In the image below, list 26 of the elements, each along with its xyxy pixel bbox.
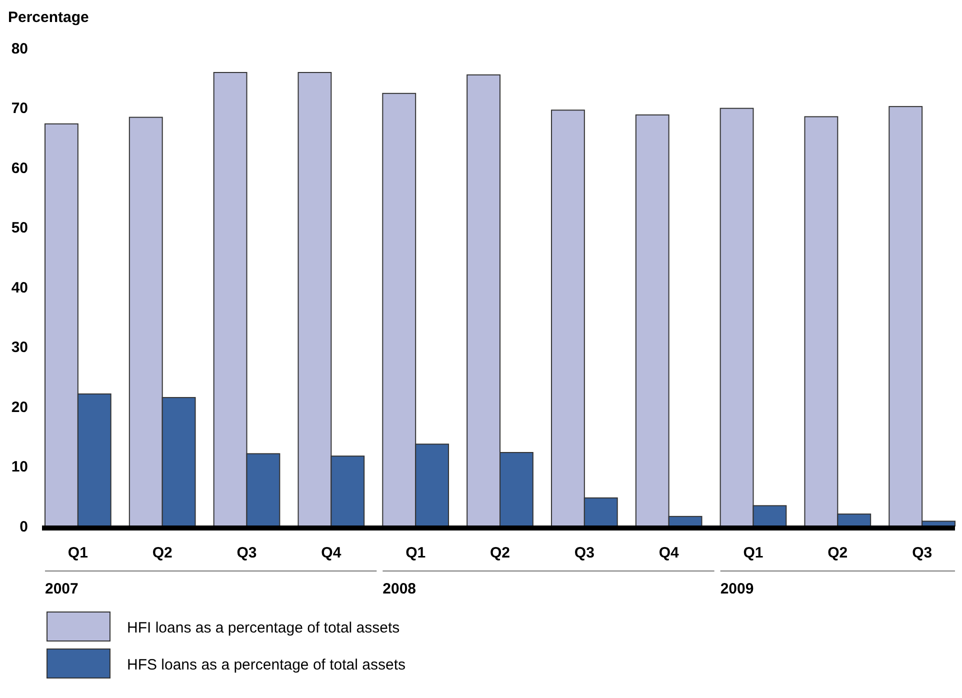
y-tick-label: 50 xyxy=(11,220,28,236)
y-axis-title: Percentage xyxy=(8,9,89,26)
x-tick-label: Q1 xyxy=(743,544,764,562)
x-tick-label: Q4 xyxy=(321,544,342,562)
y-tick-label: 0 xyxy=(20,518,28,536)
text: 2007 xyxy=(45,580,78,598)
x-tick-label: Q2 xyxy=(828,544,848,562)
legend-label: HFS loans as a percentage of total assets xyxy=(127,656,406,674)
text: 2008 xyxy=(382,580,416,598)
x-tick-label: Q2 xyxy=(152,544,172,562)
x-tick-label: Q2 xyxy=(490,544,510,562)
x-tick-label: Q4 xyxy=(658,544,680,562)
y-tick-label: 20 xyxy=(11,398,28,416)
y-tick-label: 40 xyxy=(11,279,28,296)
y-tick-label: 10 xyxy=(11,458,28,476)
legend-label: HFI loans as a percentage of total assets xyxy=(127,619,400,636)
y-tick-label: 80 xyxy=(11,40,28,58)
y-tick-label: 60 xyxy=(11,160,28,177)
x-tick-label: Q3 xyxy=(236,544,257,562)
y-tick-label: 70 xyxy=(11,100,28,117)
x-tick-label: Q1 xyxy=(406,544,426,562)
y-tick-label: 30 xyxy=(11,339,28,356)
x-tick-label: Q1 xyxy=(68,544,88,562)
x-tick-label: Q3 xyxy=(574,544,594,562)
x-tick-label: Q3 xyxy=(912,544,932,562)
text: 2009 xyxy=(720,580,754,598)
